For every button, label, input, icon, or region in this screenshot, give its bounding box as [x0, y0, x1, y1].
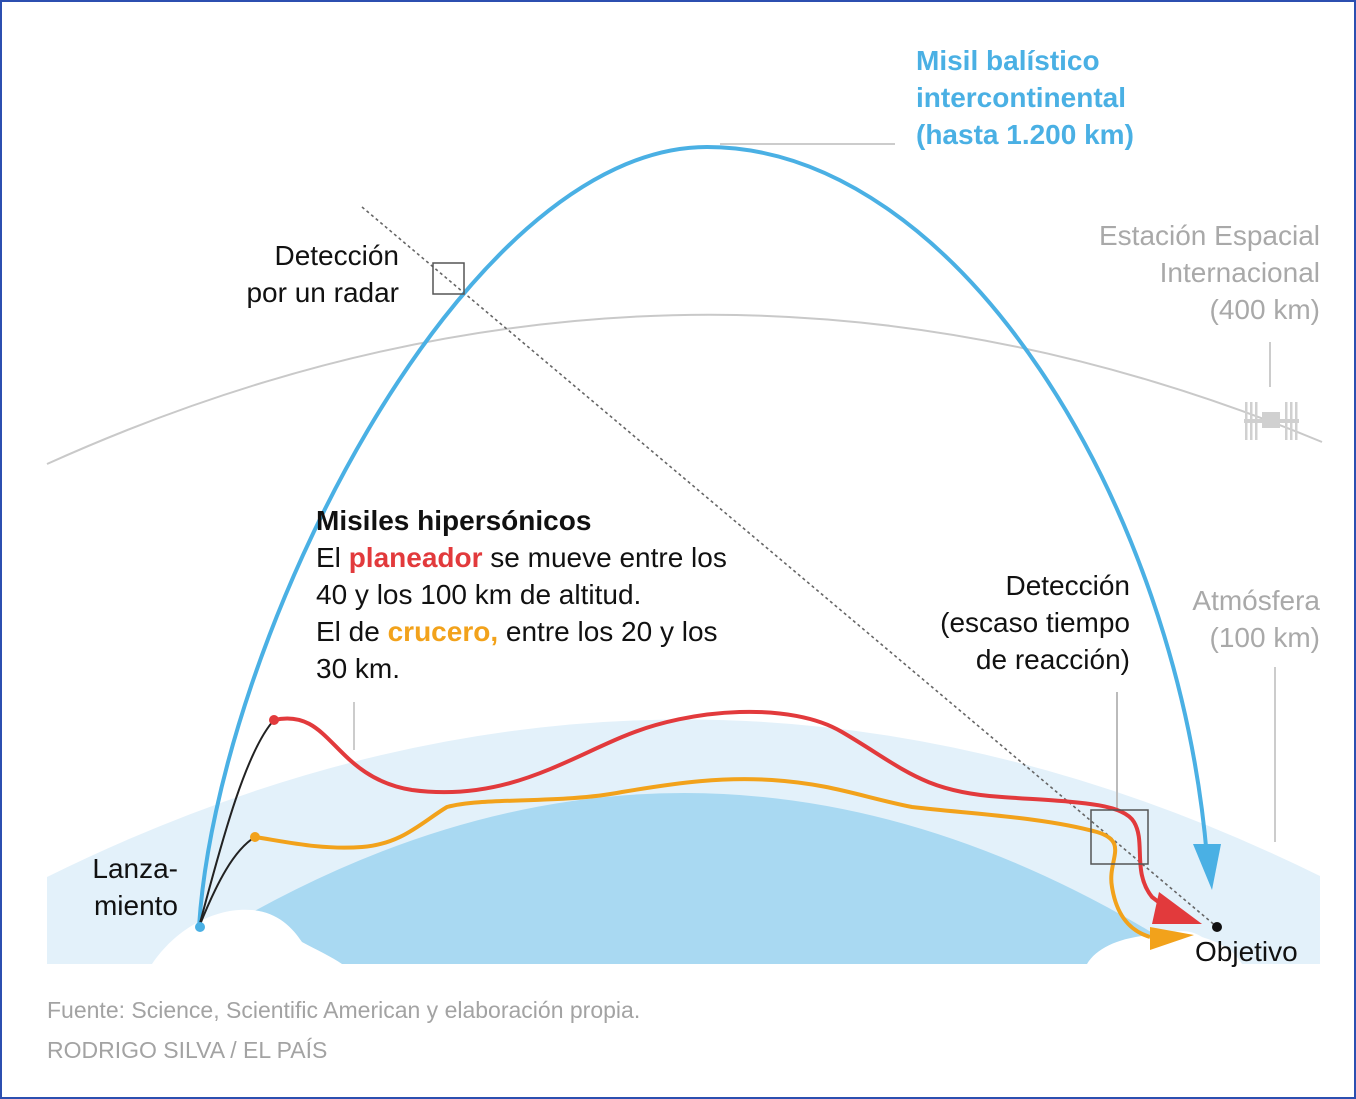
radar-detection-box — [432, 262, 465, 295]
launch-point — [195, 922, 205, 932]
icbm-label-line2: intercontinental — [916, 82, 1127, 113]
hypersonic-line4: 30 km. — [316, 653, 401, 684]
cruise-separation-point — [250, 832, 260, 842]
cruise-arrowhead — [1150, 927, 1194, 950]
cruise-keyword: crucero, — [387, 616, 499, 647]
glider-arrowhead — [1152, 892, 1202, 924]
icbm-arrowhead — [1193, 844, 1221, 890]
launch-line1: Lanza- — [92, 853, 178, 884]
late-detection-box — [1090, 809, 1149, 865]
late-detection-line3: de reacción) — [975, 644, 1130, 675]
icbm-trajectory — [197, 144, 1209, 928]
late-detection-line2: (escaso tiempo — [940, 607, 1130, 638]
source-note: Fuente: Science, Scientific American y e… — [47, 997, 641, 1023]
hypersonic-title: Misiles hipersónicos — [316, 505, 592, 536]
hypersonic-line1: El planeador se mueve entre los — [316, 539, 727, 576]
late-detection-label: Detección (escaso tiempo de reacción) — [940, 567, 1130, 678]
hypersonic-line3-post: entre los 20 y los — [498, 616, 718, 647]
hypersonic-text: Misiles hipersónicos El planeador se mue… — [316, 502, 727, 687]
space-station-icon — [1244, 402, 1299, 440]
hypersonic-line3-pre: El de — [316, 616, 388, 647]
hypersonic-line2: 40 y los 100 km de altitud. — [316, 579, 642, 610]
icbm-label-line3: (hasta 1.200 km) — [916, 119, 1134, 150]
glider-keyword: planeador — [348, 542, 483, 573]
launch-label: Lanza- miento — [92, 850, 178, 924]
radar-label-line2: por un radar — [246, 277, 399, 308]
cruise-trajectory — [254, 777, 1151, 939]
radar-label-line1: Detección — [274, 240, 399, 271]
icbm-label: Misil balístico intercontinental (hasta … — [916, 42, 1134, 153]
cruise-booster-path — [198, 836, 256, 928]
target-label: Objetivo — [1195, 936, 1298, 967]
target-point — [1212, 922, 1222, 932]
icbm-label-line1: Misil balístico — [916, 45, 1100, 76]
hypersonic-line3: El de crucero, entre los 20 y los — [316, 613, 727, 650]
iss-label-line3: (400 km) — [1209, 294, 1320, 325]
iss-orbit-line — [46, 313, 1323, 465]
credit-note: RODRIGO SILVA / EL PAÍS — [47, 1037, 328, 1063]
atmosphere-line1: Atmósfera — [1192, 585, 1320, 616]
hypersonic-line1-pre: El — [316, 542, 349, 573]
radar-label: Detección por un radar — [246, 237, 399, 311]
target-landmass — [1087, 931, 1242, 964]
glider-booster-path — [198, 719, 275, 928]
hypersonic-line1-post: se mueve entre los — [482, 542, 727, 573]
earth-surface — [47, 793, 1202, 964]
iss-label: Estación Espacial Internacional (400 km) — [1099, 217, 1320, 328]
glider-trajectory — [273, 709, 1167, 909]
launch-line2: miento — [93, 890, 178, 921]
radar-line-of-sight — [361, 206, 1218, 928]
atmosphere-line2: (100 km) — [1209, 622, 1320, 653]
iss-label-line2: Internacional — [1159, 257, 1320, 288]
atmosphere-label: Atmósfera (100 km) — [1192, 582, 1320, 656]
late-detection-line1: Detección — [1005, 570, 1130, 601]
glider-separation-point — [269, 715, 279, 725]
iss-label-line1: Estación Espacial — [1098, 220, 1320, 251]
